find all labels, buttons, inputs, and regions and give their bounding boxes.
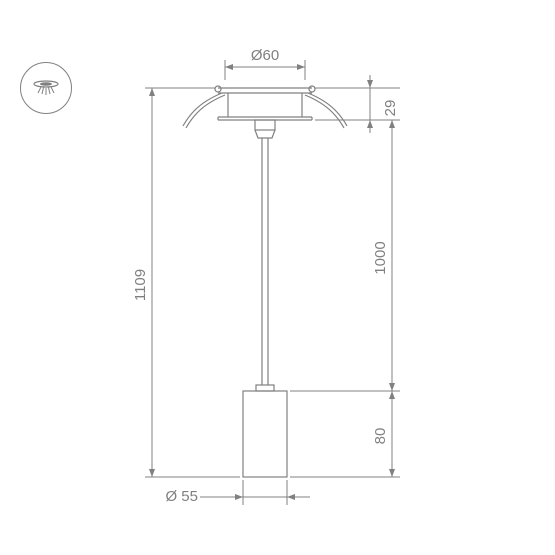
dim-h29: 29: [382, 100, 399, 117]
dim-h1109: 1109: [132, 269, 149, 301]
technical-drawing: Ø60: [0, 0, 555, 555]
dim-h80: 80: [372, 428, 389, 445]
dim-h1000: 1000: [372, 241, 389, 274]
dim-d60: Ø60: [251, 47, 279, 64]
dim-d55: Ø 55: [165, 488, 198, 505]
downlight-icon: [20, 62, 72, 114]
